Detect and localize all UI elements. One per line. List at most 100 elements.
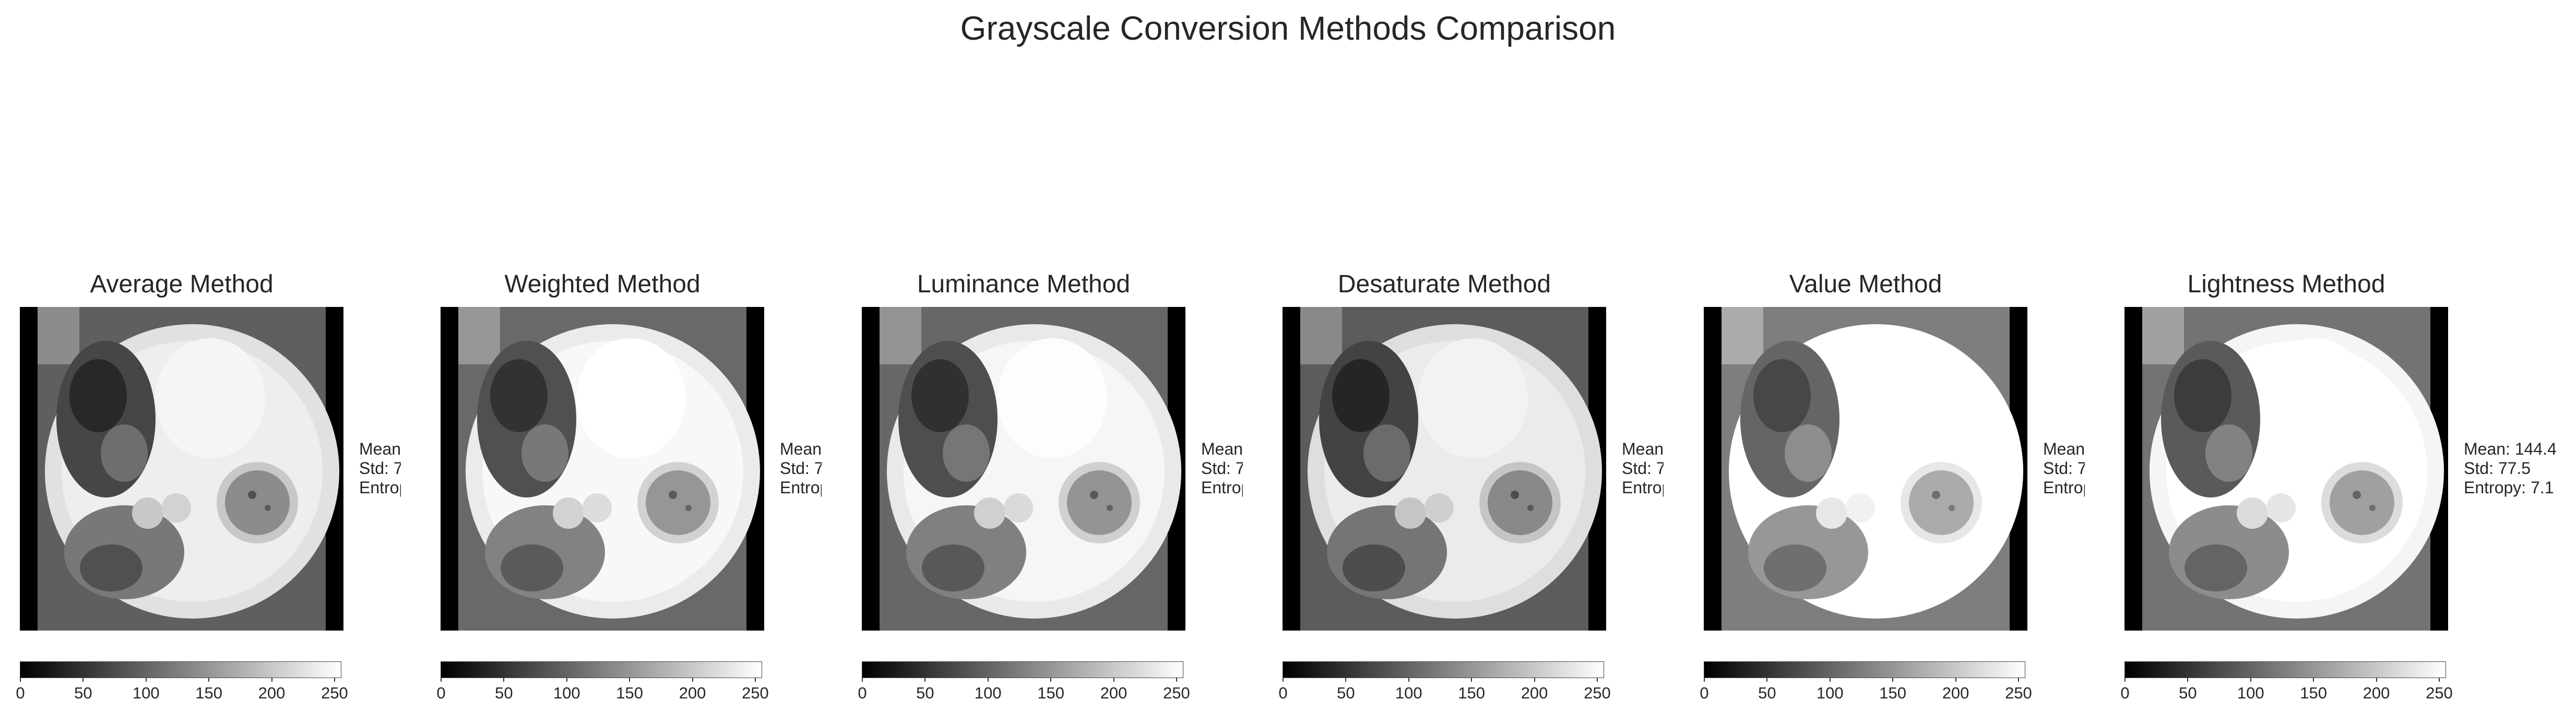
panel-5: Value Method Mean: 153Std: 76.0Entropy: 7…: [1700, 269, 2085, 702]
colorbar-tick: [208, 678, 210, 682]
colorbar-tick-label: 150: [1879, 684, 1907, 702]
stat-line: Entropy: 7: [359, 478, 401, 497]
stats-text: Mean: 129Std: 76.6Entropy: 7: [1622, 440, 1664, 497]
colorbar: [20, 661, 341, 678]
colorbar-tick: [1050, 678, 1052, 682]
colorbar-tick: [2376, 678, 2377, 682]
stat-line: Mean: 153: [2043, 440, 2085, 458]
stats-text: Mean: 153Std: 76.0Entropy: 7: [2043, 440, 2085, 497]
colorbar-tick: [2187, 678, 2189, 682]
colorbar: [1704, 661, 2025, 678]
panel-4: Desaturate Method Mean: 129Std: 76.6Entro…: [1278, 269, 1664, 702]
colorbar-tick: [1596, 678, 1598, 682]
colorbar-tick-label: 0: [2120, 684, 2130, 702]
colorbar-tick: [1704, 678, 1705, 682]
stat-line: Entropy: 7: [780, 478, 822, 497]
colorbar-tick: [1113, 678, 1114, 682]
colorbar-tick: [2438, 678, 2440, 682]
colorbar-tick: [2124, 678, 2126, 682]
colorbar-tick-label: 100: [1395, 684, 1422, 702]
grayscale-image: [2124, 307, 2448, 631]
grayscale-image: [1283, 307, 1606, 631]
colorbar-tick: [1471, 678, 1473, 682]
colorbar-tick-label: 250: [2005, 684, 2032, 702]
stat-line: Mean: 137: [780, 440, 822, 458]
stat-line: Mean: 130: [359, 440, 401, 458]
colorbar-tick: [754, 678, 756, 682]
colorbar-tick: [2017, 678, 2019, 682]
panel-title: Average Method: [90, 270, 274, 298]
grayscale-image: [1704, 307, 2027, 631]
colorbar-tick-label: 50: [916, 684, 934, 702]
colorbar-tick-label: 250: [742, 684, 769, 702]
stat-line: Mean: 136: [1201, 440, 1243, 458]
colorbar-tick-label: 50: [74, 684, 92, 702]
colorbar-tick: [1408, 678, 1409, 682]
colorbar-tick-label: 100: [553, 684, 580, 702]
colorbar-tick: [145, 678, 147, 682]
colorbar-tick: [503, 678, 505, 682]
colorbar-tick: [1345, 678, 1347, 682]
grayscale-image: [20, 307, 343, 631]
panel-2: Weighted Method Mean: 137Std: 77.1Entropy…: [436, 269, 822, 702]
stat-line: Std: 76.6: [1622, 459, 1664, 478]
panel-title: Luminance Method: [917, 270, 1131, 298]
colorbar-tick: [2250, 678, 2251, 682]
colorbar-tick: [629, 678, 631, 682]
stat-line: Entropy: 7: [1622, 478, 1664, 497]
stat-line: Std: 77.1: [359, 459, 401, 478]
stat-line: Entropy: 7.1: [2464, 478, 2554, 497]
colorbar-tick-label: 0: [1700, 684, 1709, 702]
panel-3: Luminance Method Mean: 136Std: 77.5Entrop…: [858, 269, 1243, 702]
colorbar-tick: [862, 678, 863, 682]
colorbar-tick: [1283, 678, 1284, 682]
colorbar-tick: [334, 678, 335, 682]
colorbar-tick: [1176, 678, 1177, 682]
stat-line: Std: 77.1: [780, 459, 822, 478]
colorbar-tick-label: 0: [16, 684, 25, 702]
colorbar-tick-label: 150: [1458, 684, 1486, 702]
colorbar-tick: [692, 678, 693, 682]
colorbar: [1283, 661, 1604, 678]
stats-text: Mean: 137Std: 77.1Entropy: 7: [780, 440, 822, 497]
stat-line: Std: 76.0: [2043, 459, 2085, 478]
colorbar-tick-label: 200: [258, 684, 286, 702]
colorbar-tick: [987, 678, 989, 682]
stat-line: Entropy: 7: [2043, 478, 2085, 497]
colorbar: [862, 661, 1183, 678]
stat-line: Mean: 144.4: [2464, 440, 2557, 458]
stat-line: Std: 77.5: [1201, 459, 1243, 478]
colorbar-tick: [271, 678, 272, 682]
colorbar-tick-label: 250: [321, 684, 348, 702]
colorbar-tick: [2313, 678, 2314, 682]
panel-1: Average Method Mean: 130Std: 77.1Entropy:…: [16, 269, 401, 702]
colorbar-tick: [924, 678, 926, 682]
colorbar-tick-label: 100: [1816, 684, 1844, 702]
colorbar-tick-label: 100: [974, 684, 1002, 702]
colorbar-tick: [1766, 678, 1768, 682]
colorbar-tick: [566, 678, 567, 682]
panel-title: Value Method: [1789, 270, 1942, 298]
colorbar-tick: [1955, 678, 1956, 682]
colorbar-tick: [441, 678, 442, 682]
figure-title: Grayscale Conversion Methods Comparison: [960, 9, 1616, 47]
colorbar: [2124, 661, 2446, 678]
colorbar-tick-label: 100: [2237, 684, 2264, 702]
colorbar-tick-label: 150: [195, 684, 223, 702]
colorbar-tick-label: 250: [1584, 684, 1611, 702]
colorbar-tick-label: 50: [2179, 684, 2197, 702]
panel-title: Lightness Method: [2187, 270, 2385, 298]
colorbar-tick: [82, 678, 84, 682]
colorbar-tick-label: 200: [679, 684, 706, 702]
panel-title: Desaturate Method: [1337, 270, 1551, 298]
colorbar-tick-label: 0: [436, 684, 446, 702]
colorbar-tick-label: 200: [2363, 684, 2390, 702]
colorbar-tick-label: 50: [1758, 684, 1776, 702]
stat-line: Entropy: 7: [1201, 478, 1243, 497]
colorbar: [441, 661, 762, 678]
colorbar-tick-label: 200: [1942, 684, 1969, 702]
colorbar-tick-label: 150: [616, 684, 644, 702]
panel-6: Lightness Method Mean: 144.4 Std: 77.5 Entr…: [2120, 269, 2557, 702]
colorbar-tick-label: 50: [1337, 684, 1355, 702]
